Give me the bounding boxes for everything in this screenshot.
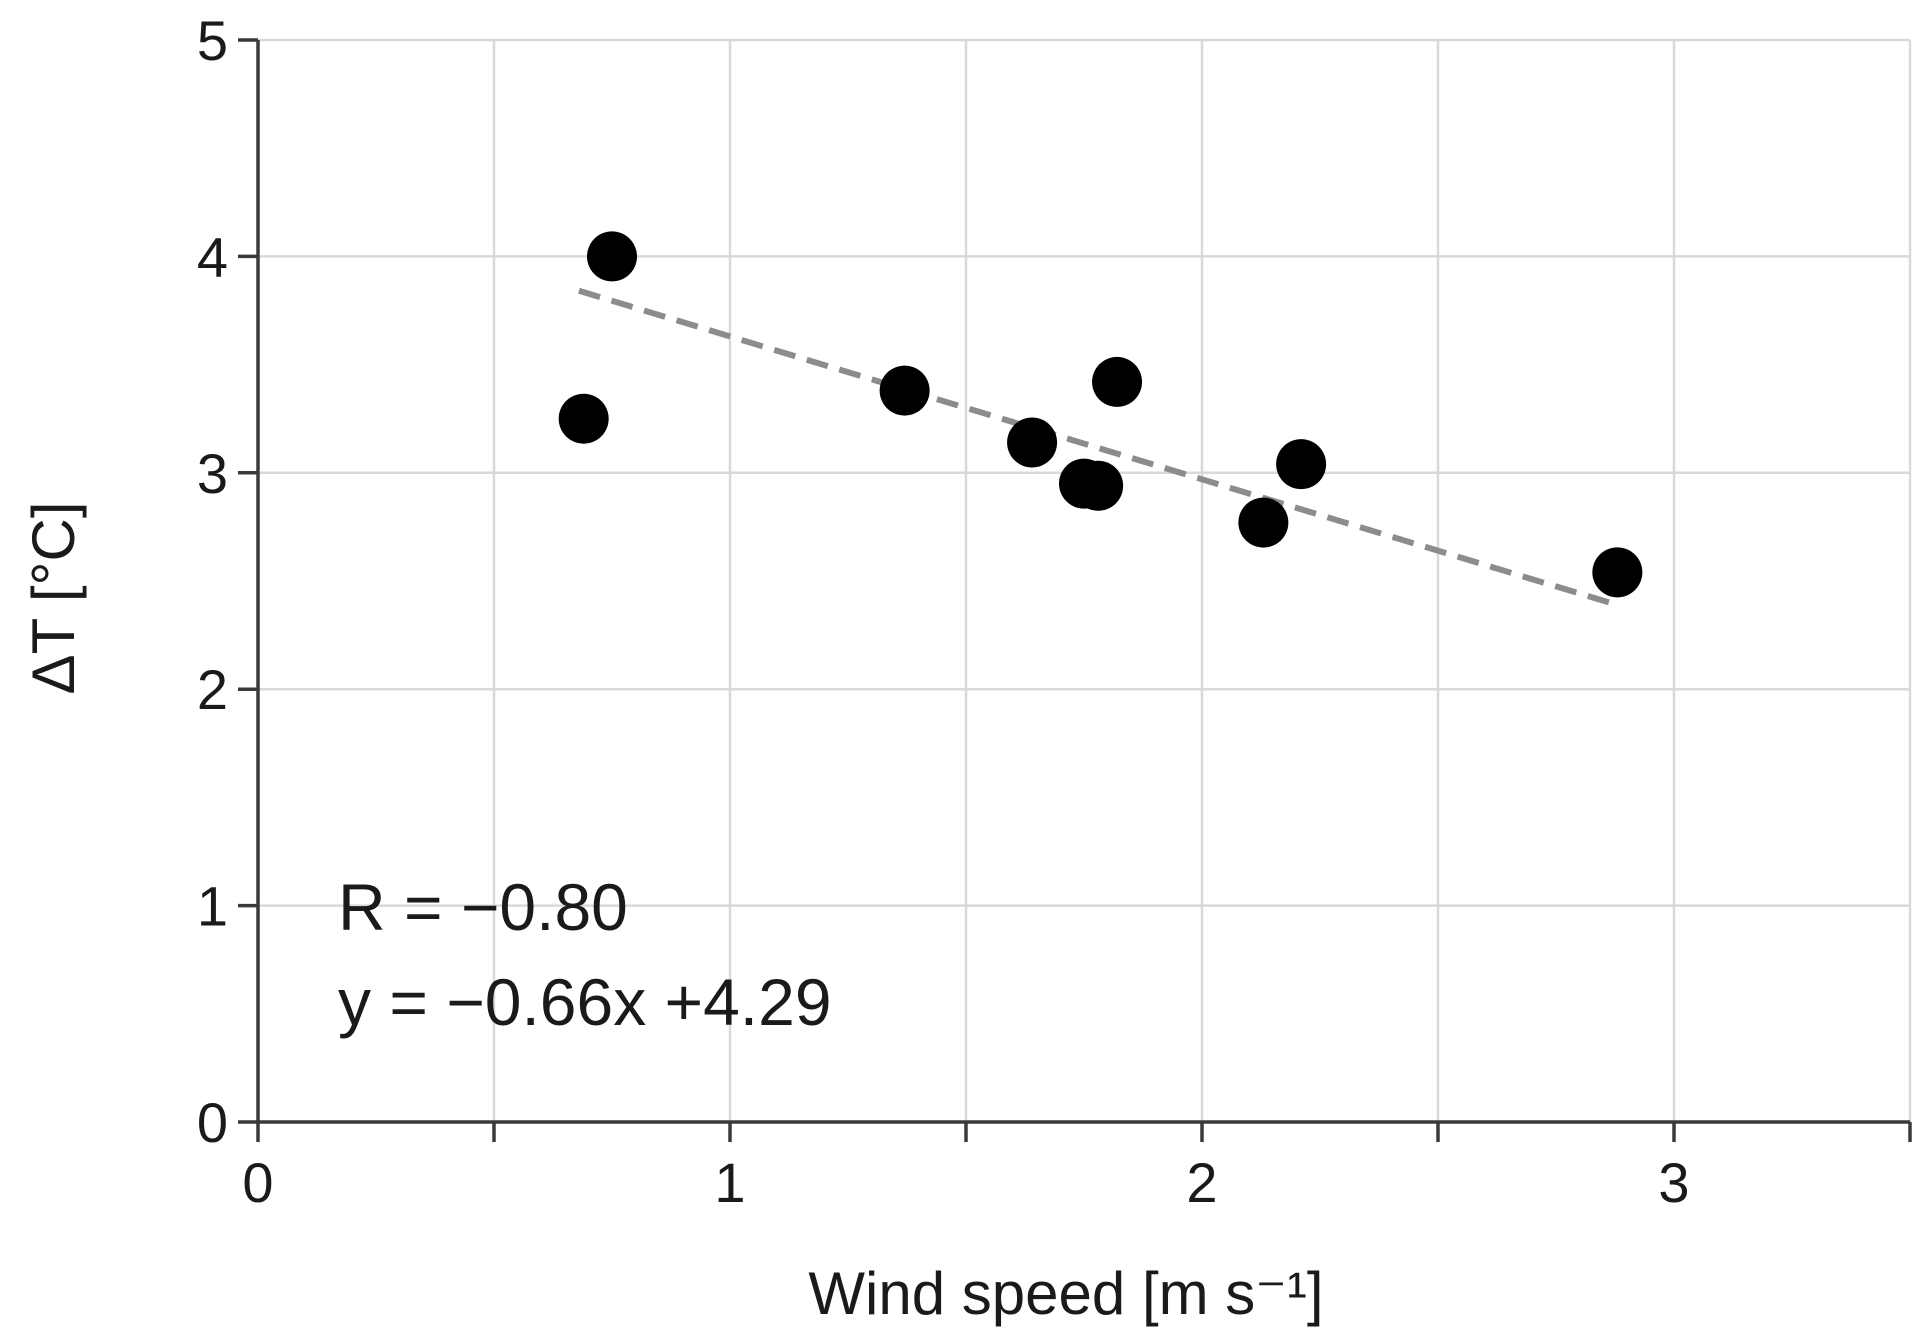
y-tick-label: 1 bbox=[197, 875, 228, 938]
y-axis-title: ΔT [°C] bbox=[20, 502, 87, 695]
ticks bbox=[238, 38, 1912, 1142]
x-tick-label: 3 bbox=[1658, 1151, 1689, 1214]
axes bbox=[256, 40, 1910, 1124]
trendline bbox=[578, 287, 1619, 608]
x-tick-label: 1 bbox=[714, 1151, 745, 1214]
y-tick-label: 4 bbox=[197, 225, 228, 288]
regression-equation-annotation: y = −0.66x +4.29 bbox=[338, 965, 832, 1039]
data-point bbox=[1007, 417, 1058, 468]
data-point bbox=[587, 231, 637, 282]
x-tick-label: 2 bbox=[1186, 1151, 1217, 1214]
y-tick-label: 0 bbox=[197, 1091, 228, 1154]
correlation-annotation: R = −0.80 bbox=[338, 870, 628, 944]
x-tick-label: 0 bbox=[242, 1151, 273, 1214]
data-point bbox=[1073, 460, 1124, 511]
y-tick-label: 5 bbox=[197, 9, 228, 72]
data-point bbox=[1592, 547, 1643, 598]
data-point bbox=[879, 365, 930, 416]
y-tick-label: 3 bbox=[197, 442, 228, 505]
x-axis-title: Wind speed [m s⁻¹] bbox=[808, 1260, 1323, 1327]
data-point bbox=[1276, 439, 1327, 490]
data-point bbox=[558, 393, 609, 444]
data-points bbox=[558, 231, 1643, 598]
y-tick-label: 2 bbox=[197, 658, 228, 721]
trendline-group bbox=[578, 287, 1619, 608]
data-point bbox=[1238, 497, 1289, 548]
grid bbox=[258, 38, 1912, 1122]
tick-labels: 0 1 2 3 4 5 0 1 2 3 bbox=[197, 9, 1690, 1214]
data-point bbox=[1092, 356, 1143, 407]
